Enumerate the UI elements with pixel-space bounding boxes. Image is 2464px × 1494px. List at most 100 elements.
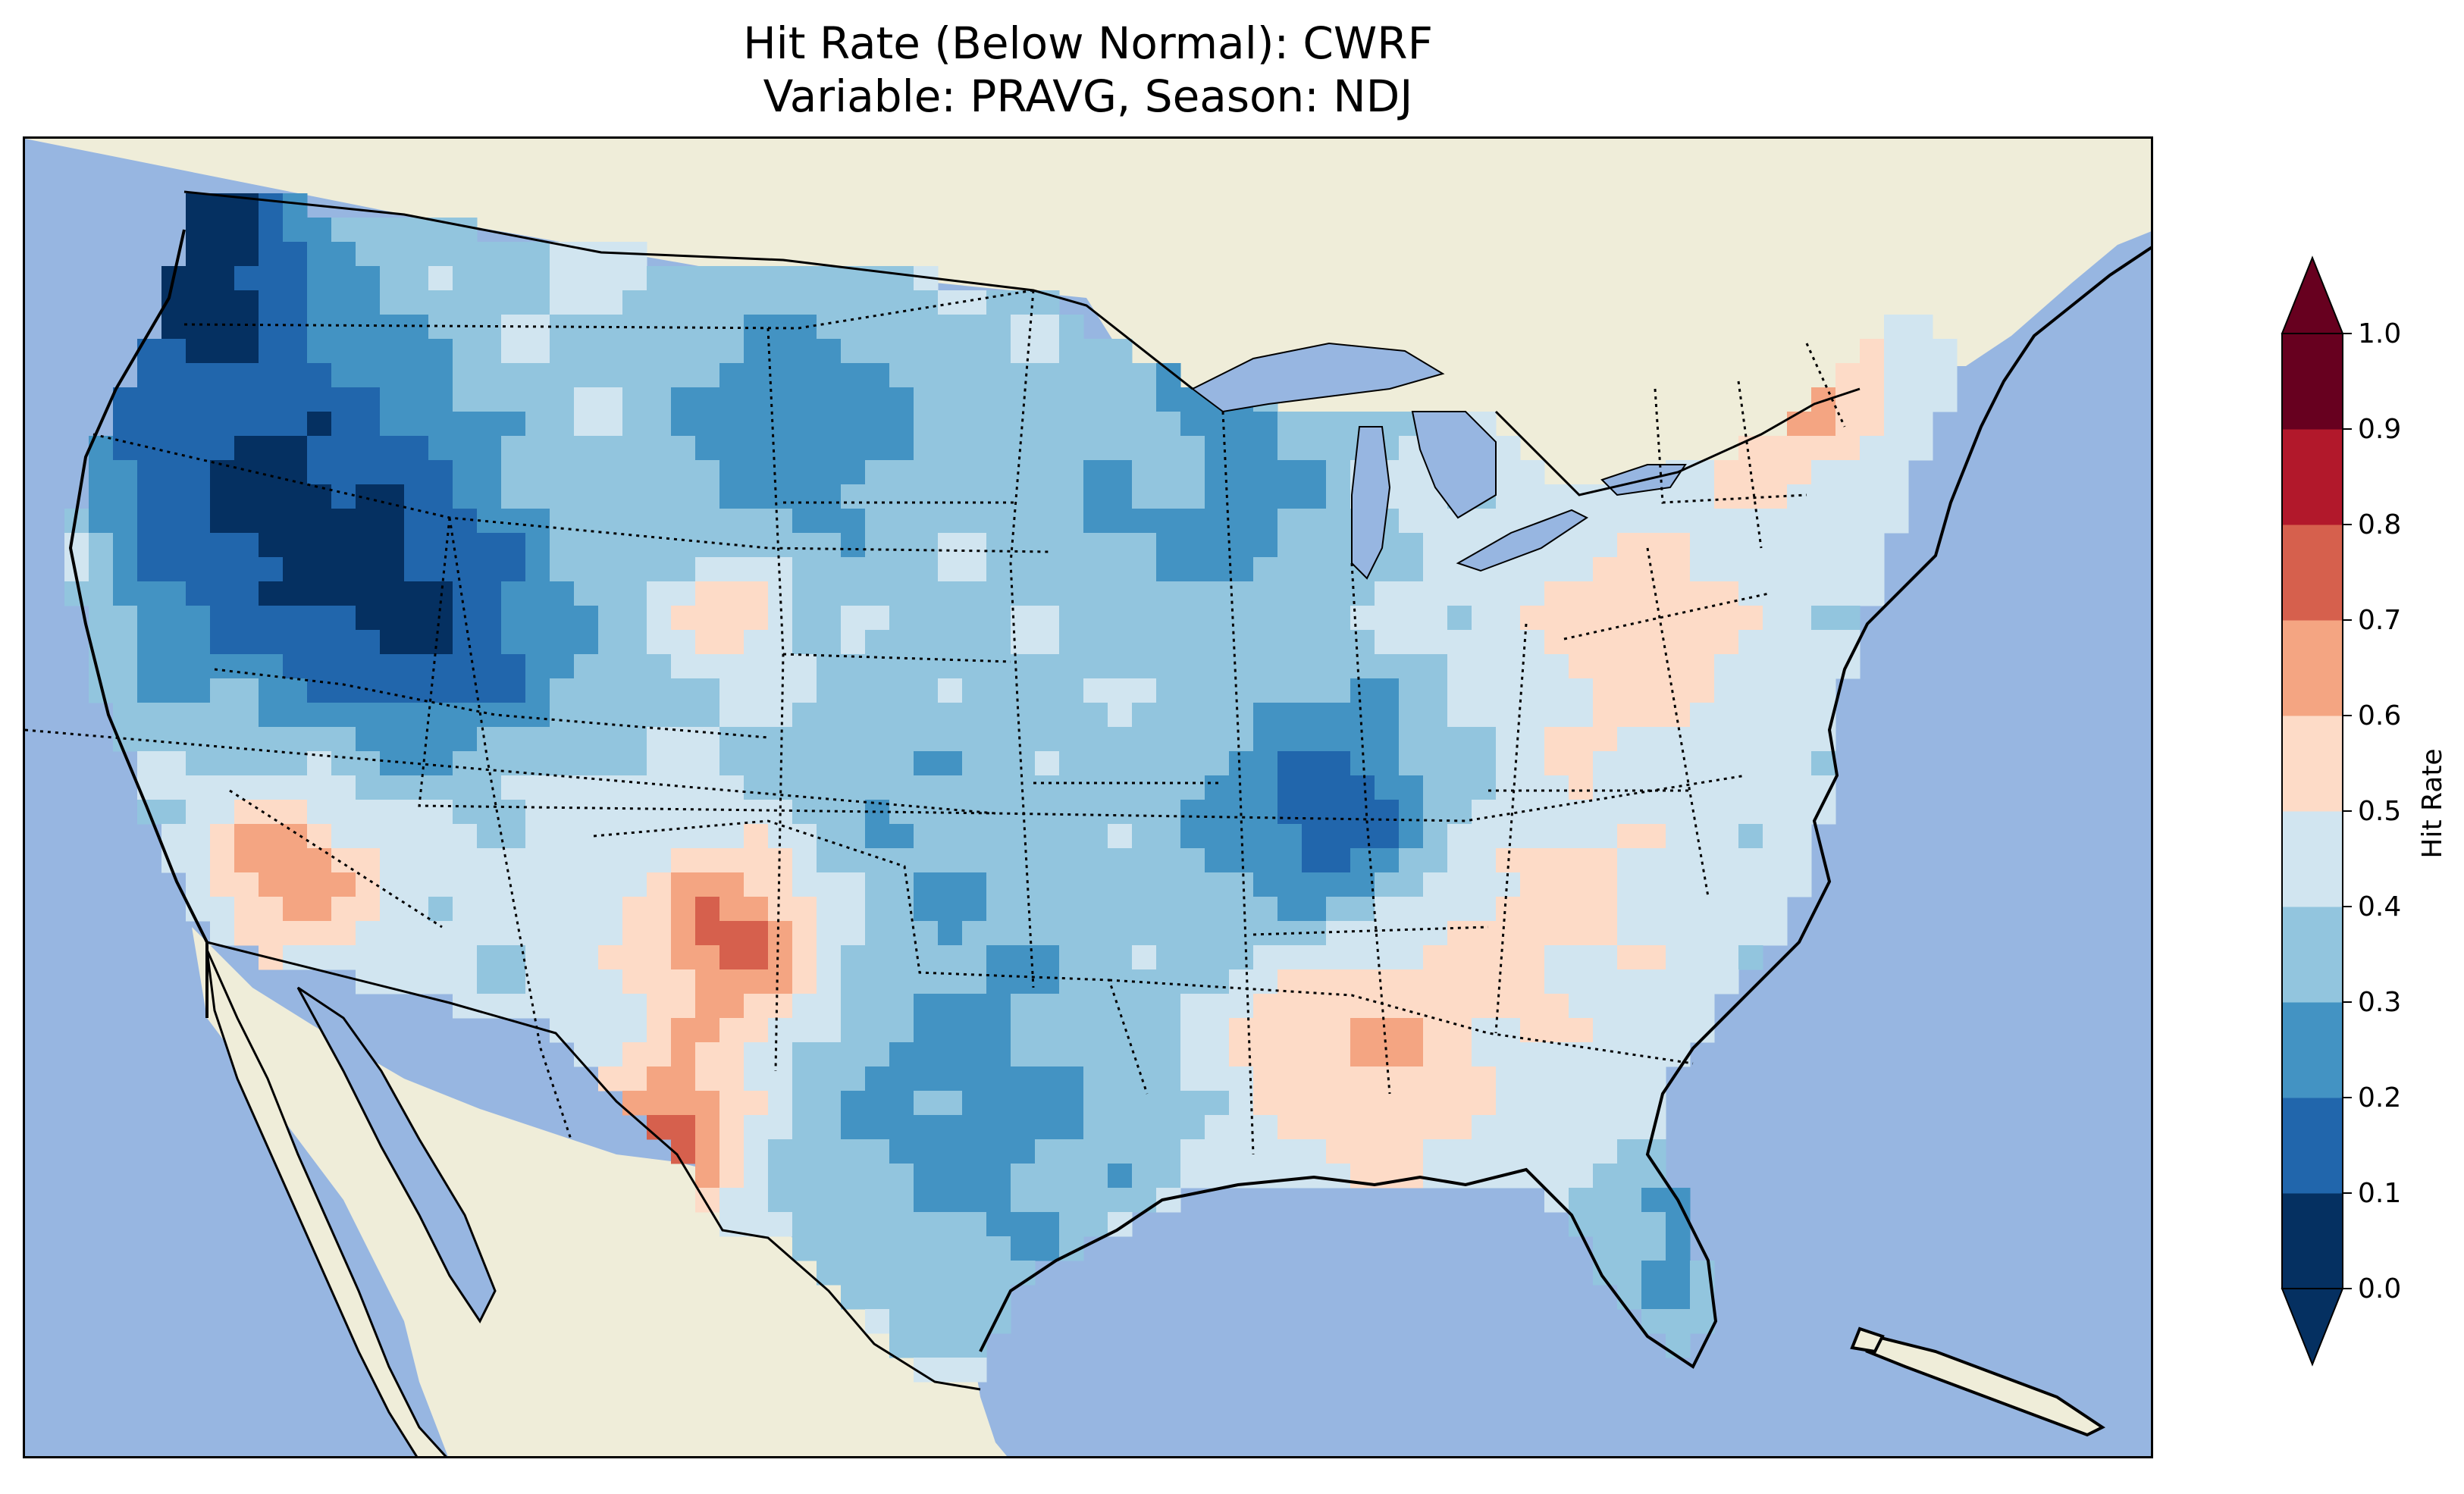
heatmap-cell [744, 363, 769, 388]
heatmap-cell [1326, 800, 1351, 825]
heatmap-cell [622, 872, 647, 897]
colorbar-tick-label: 0.0 [2358, 1273, 2401, 1305]
heatmap-cell [768, 1139, 793, 1164]
heatmap-cell [161, 315, 187, 340]
heatmap-cell [259, 678, 284, 703]
heatmap-cell [1132, 1042, 1157, 1067]
heatmap-cell [792, 533, 817, 558]
heatmap-cell [1472, 897, 1497, 922]
heatmap-cell [1423, 727, 1448, 752]
heatmap-cell [234, 848, 259, 873]
heatmap-cell [1229, 945, 1254, 970]
colorbar-ticks: 0.00.10.20.30.40.50.60.70.80.91.0 [2343, 318, 2401, 1305]
heatmap-cell [1617, 703, 1642, 728]
heatmap-cell [1447, 581, 1472, 606]
colorbar-swatches [2281, 255, 2344, 1367]
heatmap-cell [1253, 509, 1278, 534]
heatmap-cell [1083, 824, 1108, 849]
heatmap-cell [622, 1091, 647, 1116]
heatmap-cell [1641, 824, 1666, 849]
heatmap-cell [1326, 1115, 1351, 1140]
heatmap-cell [647, 1091, 672, 1116]
heatmap-cell [283, 436, 308, 461]
heatmap-cell [1180, 412, 1205, 437]
heatmap-cell [671, 484, 696, 509]
heatmap-cell [477, 581, 502, 606]
heatmap-cell [744, 727, 769, 752]
heatmap-cell [1059, 921, 1084, 946]
heatmap-cell [1375, 727, 1400, 752]
heatmap-cell [986, 872, 1011, 897]
heatmap-cell [1666, 654, 1691, 679]
heatmap-cell [938, 557, 963, 582]
heatmap-cell [1423, 630, 1448, 655]
heatmap-cell [234, 751, 259, 776]
heatmap-cell [889, 751, 914, 776]
heatmap-cell [671, 509, 696, 534]
heatmap-cell [1569, 921, 1594, 946]
heatmap-cell [113, 630, 138, 655]
heatmap-cell [1132, 775, 1157, 800]
heatmap-cell [1132, 703, 1157, 728]
heatmap-cell [719, 751, 745, 776]
heatmap-cell [1326, 1164, 1351, 1189]
heatmap-cell [1544, 1091, 1569, 1116]
heatmap-cell [1326, 484, 1351, 509]
heatmap-cell [889, 484, 914, 509]
heatmap-cell [1205, 678, 1230, 703]
heatmap-cell [1593, 1139, 1618, 1164]
heatmap-cell [1350, 1066, 1375, 1092]
heatmap-cell [1860, 339, 1885, 364]
heatmap-cell [986, 969, 1011, 994]
heatmap-cell [962, 848, 987, 873]
heatmap-cell [1447, 945, 1472, 970]
heatmap-cell [1205, 703, 1230, 728]
heatmap-cell [380, 848, 405, 873]
heatmap-cell [1180, 969, 1205, 994]
heatmap-cell [1569, 630, 1594, 655]
heatmap-cell [331, 581, 356, 606]
heatmap-cell [1180, 436, 1205, 461]
heatmap-cell [210, 387, 235, 412]
heatmap-cell [841, 1091, 866, 1116]
heatmap-cell [356, 509, 381, 534]
heatmap-cell [501, 824, 526, 849]
heatmap-cell [1544, 630, 1569, 655]
heatmap-cell [1277, 848, 1303, 873]
heatmap-cell [598, 897, 623, 922]
heatmap-cell [792, 703, 817, 728]
heatmap-cell [1714, 606, 1739, 631]
heatmap-cell [1617, 533, 1642, 558]
heatmap-cell [938, 872, 963, 897]
heatmap-cell [1496, 1091, 1521, 1116]
heatmap-cell [356, 460, 381, 485]
heatmap-cell [1399, 606, 1424, 631]
heatmap-cell [1544, 969, 1569, 994]
heatmap-cell [1277, 678, 1303, 703]
heatmap-cell [1253, 581, 1278, 606]
heatmap-cell [259, 460, 284, 485]
heatmap-cell [938, 581, 963, 606]
heatmap-cell [598, 581, 623, 606]
heatmap-cell [1011, 824, 1036, 849]
heatmap-cell [671, 630, 696, 655]
heatmap-cell [671, 897, 696, 922]
heatmap-cell [865, 533, 890, 558]
heatmap-cell [865, 363, 890, 388]
heatmap-cell [1277, 872, 1303, 897]
heatmap-cell [1496, 630, 1521, 655]
heatmap-cell [914, 1188, 939, 1213]
heatmap-cell [744, 897, 769, 922]
heatmap-cell [1447, 1139, 1472, 1164]
heatmap-cell [695, 824, 720, 849]
heatmap-cell [1011, 1188, 1036, 1213]
heatmap-cell [210, 800, 235, 825]
heatmap-cell [671, 339, 696, 364]
heatmap-cell [331, 606, 356, 631]
heatmap-cell [1205, 412, 1230, 437]
heatmap-cell [914, 315, 939, 340]
heatmap-cell [1593, 1042, 1618, 1067]
heatmap-cell [1544, 557, 1569, 582]
heatmap-cell [1180, 775, 1205, 800]
heatmap-cell [622, 654, 647, 679]
